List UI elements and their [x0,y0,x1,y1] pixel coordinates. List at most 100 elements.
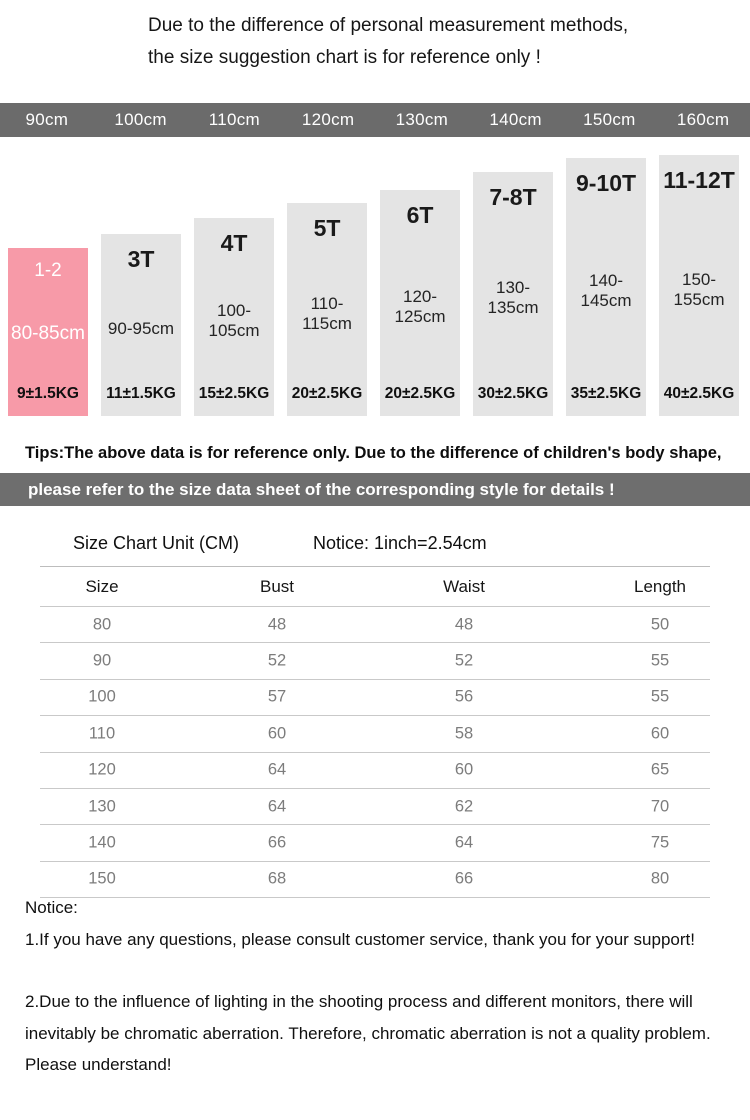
size-bar-11-12t: 11-12T 150-155cm 40±2.5KG [659,155,739,416]
height-tick-100cm: 100cm [114,110,167,129]
notice-item-2: 2.Due to the influence of lighting in th… [25,992,711,1074]
table-row: 130 64 62 70 [40,789,710,826]
size-bar-7-8t: 7-8T 130-135cm 30±2.5KG [473,172,553,416]
bar-height-range: 90-95cm [107,319,175,338]
size-bar-3t: 3T 90-95cm 11±1.5KG [101,234,181,416]
size-bar-5t: 5T 110-115cm 20±2.5KG [287,203,367,416]
height-tick-120cm: 120cm [301,110,355,129]
size-table-title: Size Chart Unit (CM) [73,533,240,553]
cell-length: 55 [650,687,670,706]
bottom-notice: Notice: 1.If you have any questions, ple… [25,892,741,1081]
bar-weight-label: 11±1.5KG [106,385,176,402]
height-tick-90cm: 90cm [25,110,69,129]
cell-waist: 56 [454,687,474,706]
cell-size: 110 [88,724,116,743]
bar-weight-label: 20±2.5KG [384,385,456,402]
bar-height-range: 140-145cm [580,271,632,310]
bar-height-range: 100-105cm [208,301,260,340]
table-row: 140 66 64 75 [40,825,710,862]
cell-bust: 66 [267,833,287,852]
bar-height-range: 110-115cm [302,293,352,333]
column-header-bust: Bust [259,576,295,596]
bar-size-label: 1-2 [34,260,62,281]
bar-weight-label: 30±2.5KG [477,385,549,402]
column-header-length: Length [634,576,686,596]
column-header-waist: Waist [443,576,485,596]
size-bar-1-2: 1-2 80-85cm 9±1.5KG [8,248,88,416]
notice-heading: Notice: [25,898,78,917]
cell-size: 100 [88,687,116,706]
bar-weight-label: 35±2.5KG [570,385,642,402]
tips-text-line-1: Tips:The above data is for reference onl… [25,444,722,462]
bar-size-label: 11-12T [663,167,735,193]
cell-size: 80 [92,615,112,634]
bar-size-label: 6T [406,202,434,228]
cell-length: 75 [650,833,670,852]
size-bars-chart: 1-2 80-85cm 9±1.5KG 3T 90-95cm 11±1.5KG … [8,136,744,416]
cell-bust: 64 [267,760,287,779]
cell-waist: 60 [454,760,474,779]
cell-waist: 58 [454,724,474,743]
cell-bust: 52 [267,651,287,670]
cell-bust: 64 [267,797,287,816]
bar-size-label: 5T [313,215,341,241]
cell-size: 90 [92,651,112,670]
column-header-size: Size [85,576,119,596]
cell-size: 140 [88,833,116,852]
table-row: 110 60 58 60 [40,716,710,753]
cell-waist: 62 [454,797,474,816]
notice-item-1: 1.If you have any questions, please cons… [25,930,695,949]
size-bar-4t: 4T 100-105cm 15±2.5KG [194,218,274,416]
cell-waist: 64 [454,833,474,852]
bar-size-label: 4T [220,230,248,256]
bar-height-range: 150-155cm [673,269,725,309]
table-row: 150 68 66 80 [40,862,710,899]
cell-length: 55 [650,651,670,670]
size-bar-6t: 6T 120-125cm 20±2.5KG [380,190,460,416]
cell-bust: 68 [267,869,287,888]
height-tick-160cm: 160cm [676,110,730,129]
cell-waist: 52 [454,651,474,670]
cell-size: 130 [88,797,116,816]
bar-size-label: 7-8T [489,184,537,210]
height-tick-140cm: 140cm [489,110,542,129]
cell-length: 65 [650,760,670,779]
bar-weight-label: 40±2.5KG [663,385,735,402]
cell-bust: 57 [267,687,287,706]
height-tick-130cm: 130cm [395,110,449,129]
table-row: 100 57 56 55 [40,680,710,717]
height-tick-110cm: 110cm [208,110,260,129]
bar-height-range: 120-125cm [394,287,446,326]
height-tick-150cm: 150cm [583,110,636,129]
cell-size: 150 [88,869,116,888]
bar-weight-label: 9±1.5KG [17,385,79,402]
bar-height-range: 80-85cm [11,322,85,344]
cell-bust: 60 [267,724,287,743]
tips-banner: please refer to the size data sheet of t… [0,473,750,506]
bar-height-range: 130-135cm [487,278,539,317]
cell-length: 50 [650,615,670,634]
size-table: Size Bust Waist Length 80 48 48 50 90 52… [40,566,710,899]
bar-size-label: 3T [127,246,155,272]
table-row: 120 64 60 65 [40,753,710,789]
bar-weight-label: 15±2.5KG [198,385,270,402]
intro-line-2: the size suggestion chart is for referen… [148,47,541,68]
intro-line-1: Due to the difference of personal measur… [148,15,629,36]
cell-length: 70 [650,797,670,816]
height-scale-band: 90cm 100cm 110cm 120cm 130cm 140cm 150cm… [0,103,750,137]
cell-bust: 48 [267,615,287,634]
cell-length: 80 [650,869,670,888]
intro-disclaimer: Due to the difference of personal measur… [148,10,628,74]
size-table-header-row: Size Bust Waist Length [40,567,710,607]
cell-length: 60 [650,724,670,743]
cell-waist: 66 [454,869,474,888]
size-bar-9-10t: 9-10T 140-145cm 35±2.5KG [566,158,646,416]
bar-weight-label: 20±2.5KG [291,385,363,402]
cell-size: 120 [88,760,116,779]
cell-waist: 48 [454,615,474,634]
unit-conversion-notice: Notice: 1inch=2.54cm [313,533,487,553]
bar-size-label: 9-10T [575,170,637,196]
table-row: 90 52 52 55 [40,643,710,680]
size-table-heading: Size Chart Unit (CM) Notice: 1inch=2.54c… [0,533,750,557]
